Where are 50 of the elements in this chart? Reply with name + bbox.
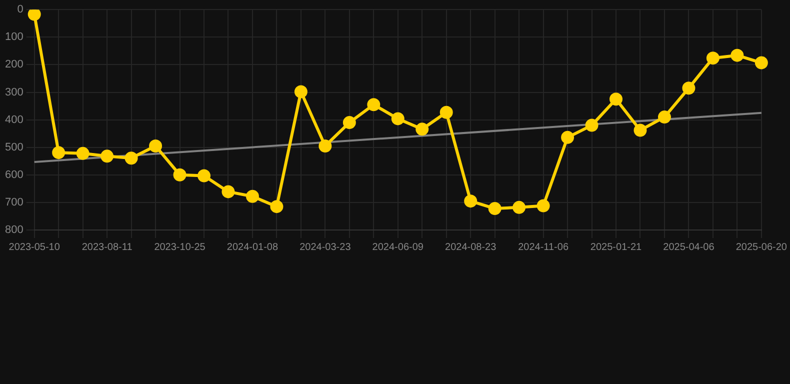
point (76, 146, 90, 160)
x-tick-label: 2024-01-08 (226, 242, 278, 253)
x-tick-label: 2025-06-20 (736, 242, 788, 253)
x-tick-label: 2024-06-09 (372, 242, 424, 253)
point (488, 202, 502, 216)
x-tick-label: 2023-08-11 (82, 242, 133, 253)
x-tick-label: 2023-10-25 (154, 242, 206, 253)
point (416, 122, 429, 136)
point (198, 169, 211, 182)
point (512, 200, 526, 214)
point (585, 118, 598, 132)
point (536, 199, 550, 212)
y-tick-label: 200 (4, 58, 24, 71)
point (124, 152, 138, 165)
y-tick-label: 500 (4, 141, 24, 154)
point (52, 146, 66, 160)
y-tick-label: 0 (17, 4, 24, 16)
point (730, 48, 744, 62)
point (318, 139, 332, 152)
point (246, 190, 259, 203)
y-tick-label: 100 (4, 31, 24, 44)
point (294, 85, 308, 98)
point (270, 200, 284, 214)
point (658, 110, 671, 124)
point (706, 52, 720, 65)
point (561, 130, 574, 144)
point (342, 116, 356, 130)
point (464, 194, 478, 208)
point (754, 56, 768, 70)
point (149, 139, 162, 152)
point (610, 92, 623, 106)
x-tick-label: 2024-11-06 (518, 242, 569, 253)
x-tick-label: 2023-05-10 (8, 242, 60, 253)
x-tick-label: 2024-08-23 (445, 242, 497, 253)
point (173, 168, 186, 182)
y-tick-label: 400 (4, 114, 24, 126)
y-tick-label: 600 (4, 168, 24, 181)
point (100, 150, 114, 163)
y-tick-label: 300 (4, 86, 24, 98)
y-tick-label: 800 (4, 224, 24, 236)
x-tick-label: 2025-04-06 (663, 242, 715, 253)
point (222, 185, 235, 198)
point (367, 98, 380, 112)
point (634, 124, 647, 137)
point (682, 82, 696, 95)
point (391, 112, 404, 126)
y-tick-label: 700 (4, 196, 24, 208)
x-tick-label: 2025-01-21 (590, 242, 642, 253)
x-tick-label: 2024-03-23 (300, 242, 352, 253)
point (440, 106, 453, 119)
